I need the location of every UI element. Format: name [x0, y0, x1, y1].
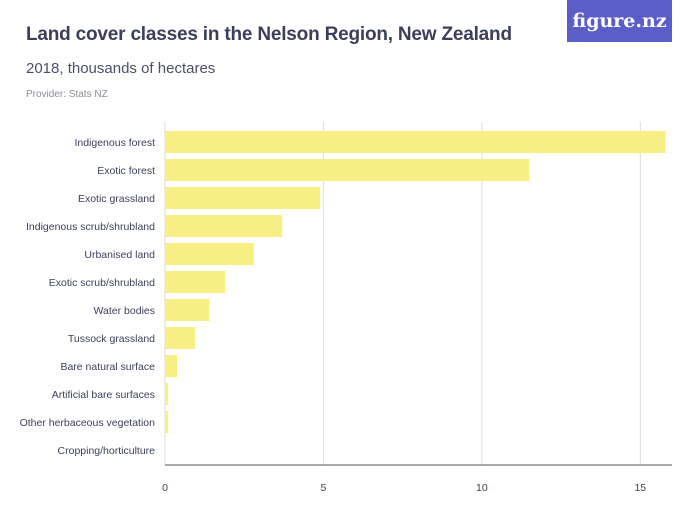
bar [165, 383, 169, 405]
category-label: Bare natural surface [60, 361, 155, 373]
category-label: Exotic grassland [78, 193, 155, 205]
data-provider: Provider: Stats NZ [26, 89, 108, 100]
bar [165, 327, 196, 349]
bar [165, 411, 169, 433]
bar [165, 439, 166, 461]
category-label: Water bodies [94, 305, 155, 317]
x-tick-label: 5 [321, 482, 327, 494]
category-label: Exotic forest [97, 165, 155, 177]
x-tick-label: 0 [162, 482, 168, 494]
bar [165, 159, 530, 181]
x-tick-label: 15 [634, 482, 646, 494]
category-label: Artificial bare surfaces [52, 389, 155, 401]
bar [165, 215, 283, 237]
figure-nz-logo[interactable]: figure.nz [567, 0, 672, 42]
bar [165, 131, 666, 153]
category-label: Cropping/horticulture [58, 445, 156, 457]
chart-title: Land cover classes in the Nelson Region,… [26, 24, 512, 45]
bar [165, 355, 178, 377]
bar [165, 243, 254, 265]
category-label: Urbanised land [84, 249, 155, 261]
category-label: Other herbaceous vegetation [20, 417, 156, 429]
category-label: Exotic scrub/shrubland [49, 277, 155, 289]
bar [165, 187, 321, 209]
bar [165, 271, 226, 293]
category-label: Tussock grassland [68, 333, 155, 345]
bar [165, 299, 210, 321]
category-label: Indigenous forest [74, 137, 155, 149]
x-tick-label: 10 [476, 482, 488, 494]
chart-subtitle: 2018, thousands of hectares [26, 60, 216, 77]
category-label: Indigenous scrub/shrubland [26, 221, 155, 233]
